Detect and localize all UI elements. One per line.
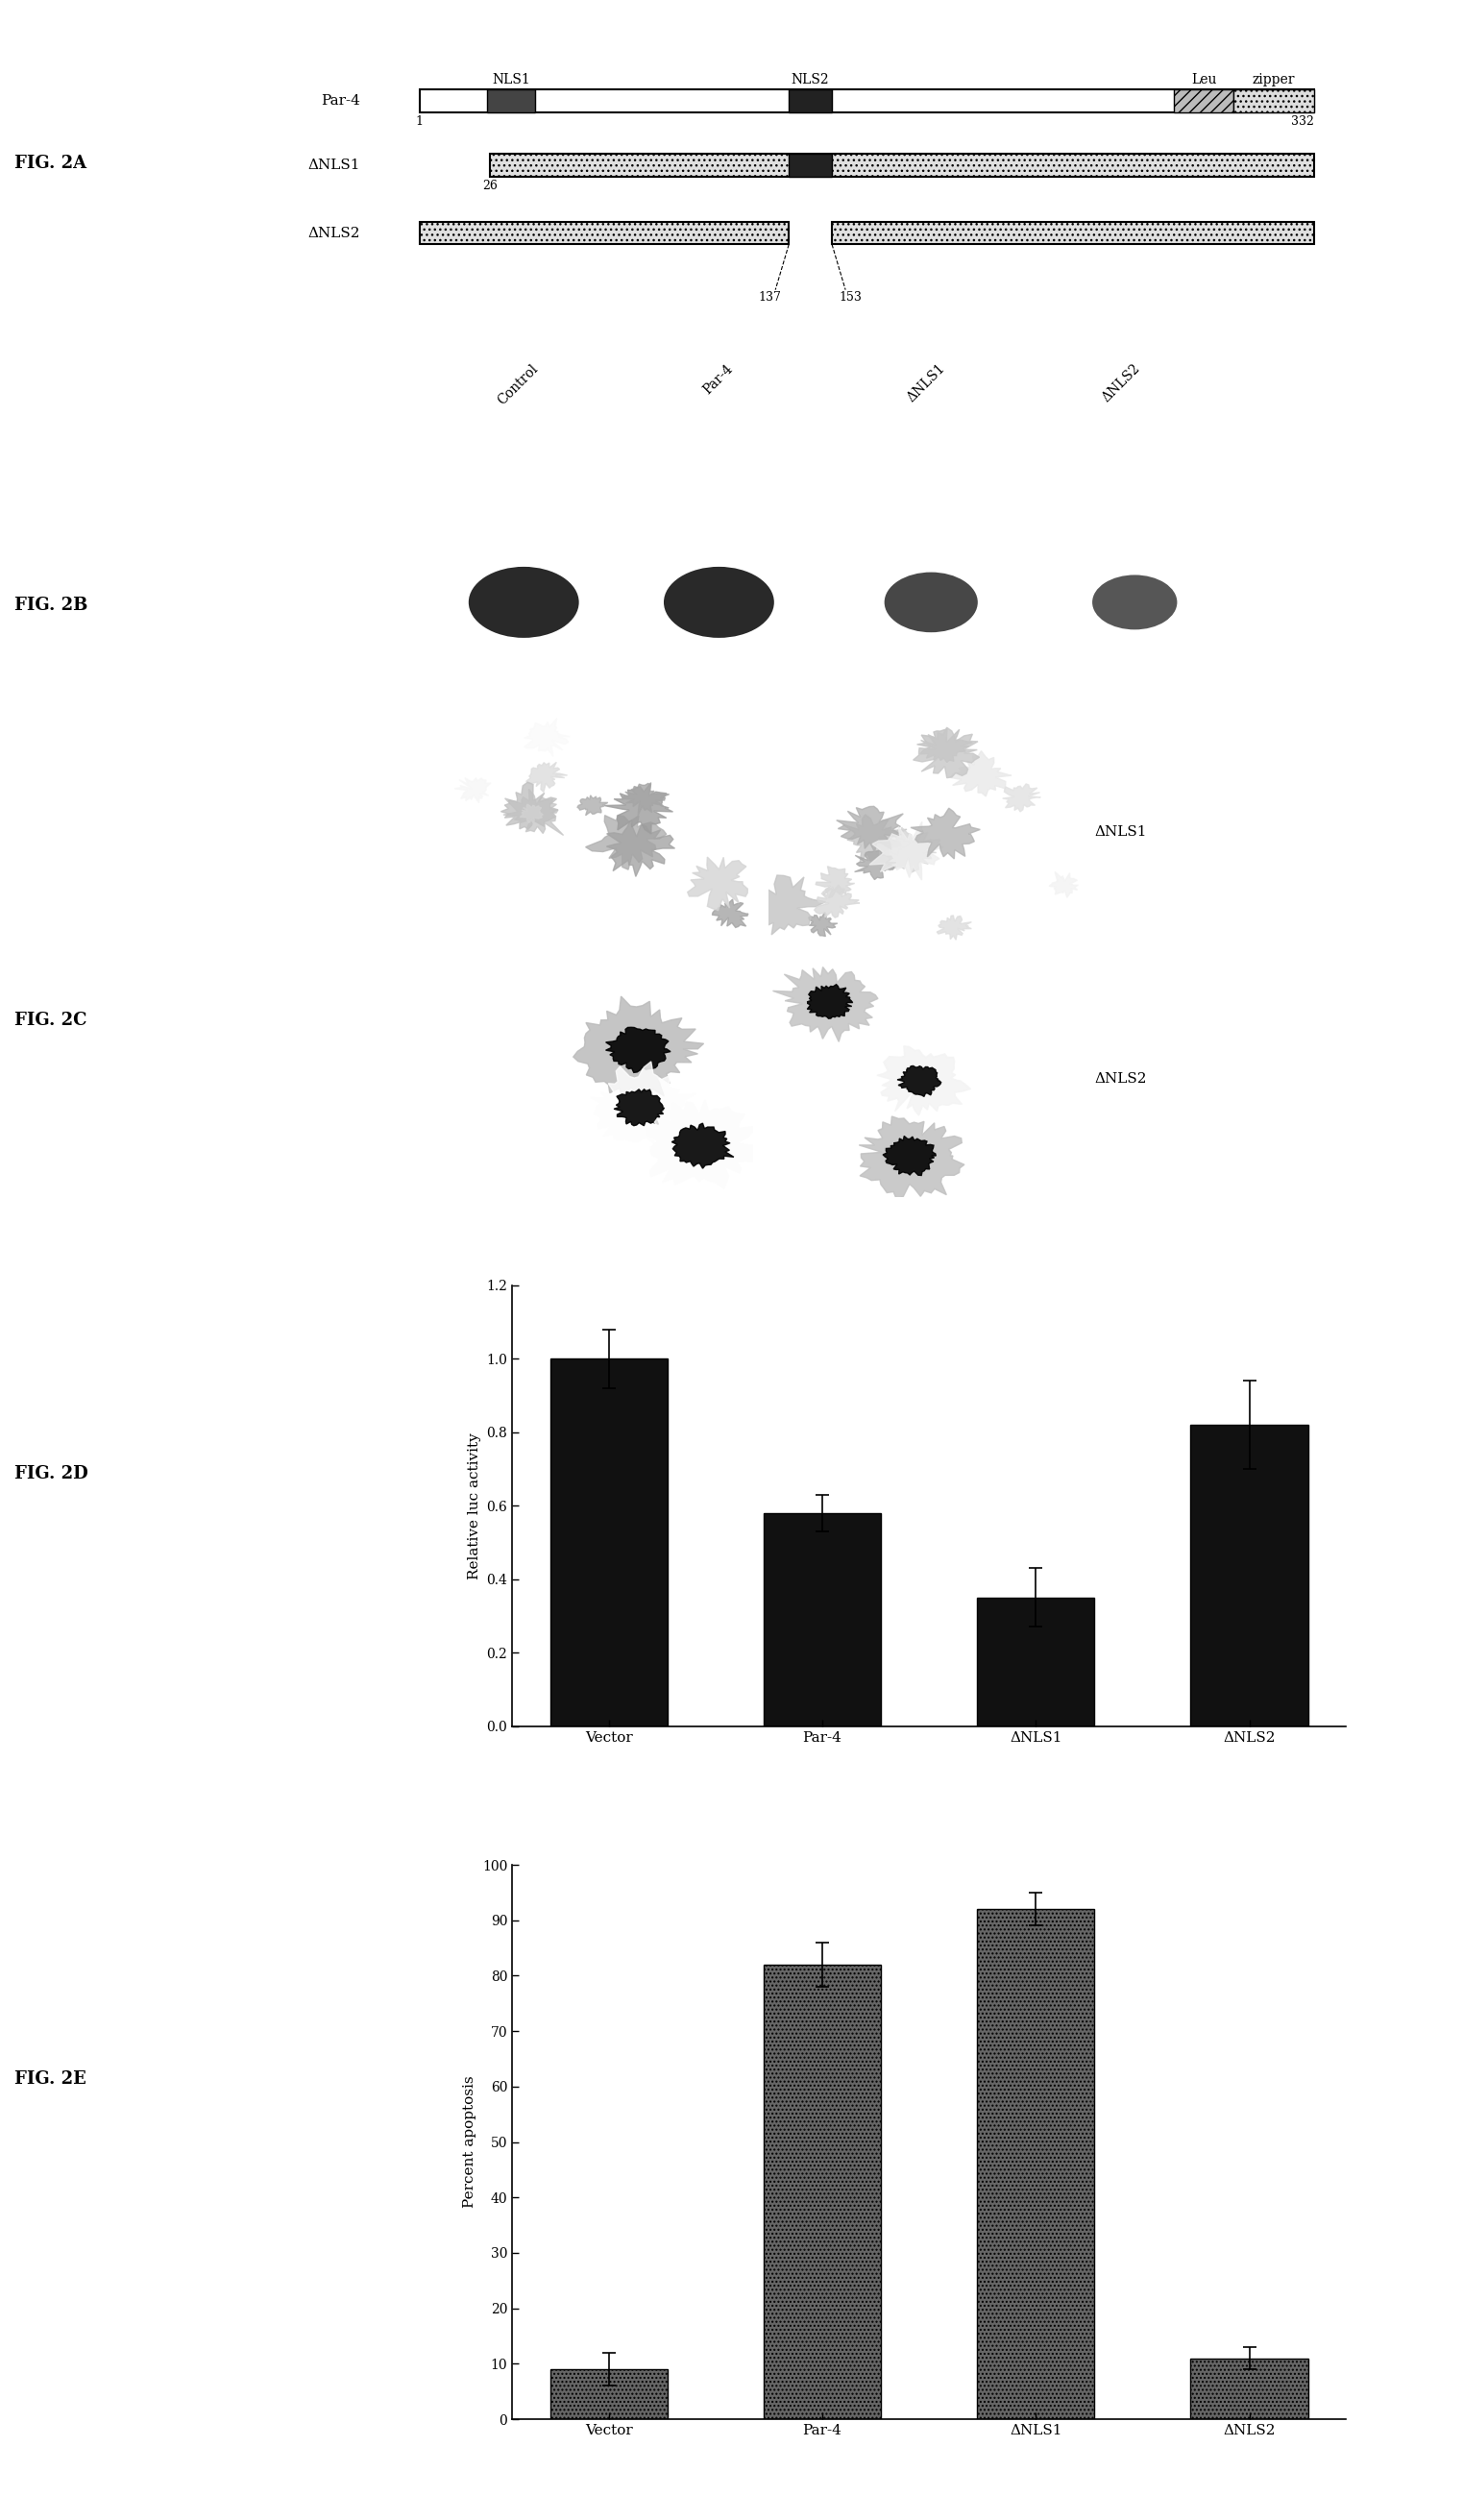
Polygon shape: [884, 827, 936, 872]
Polygon shape: [843, 814, 907, 862]
Polygon shape: [688, 857, 748, 910]
Polygon shape: [672, 1124, 734, 1169]
Text: ΔNLS1: ΔNLS1: [309, 159, 360, 171]
Polygon shape: [808, 985, 853, 1018]
Bar: [487, 91, 535, 113]
Text: FIG. 2E: FIG. 2E: [15, 2071, 86, 2087]
Text: ΔNLS1: ΔNLS1: [1094, 824, 1147, 839]
Ellipse shape: [664, 567, 774, 638]
Polygon shape: [503, 789, 563, 834]
Text: zipper: zipper: [1252, 73, 1295, 86]
Polygon shape: [917, 728, 973, 764]
Y-axis label: Percent apoptosis: Percent apoptosis: [464, 2076, 477, 2208]
Text: Par-4: Par-4: [701, 360, 736, 396]
Polygon shape: [951, 751, 1011, 796]
Bar: [832, 222, 1314, 244]
Text: 1: 1: [415, 116, 423, 129]
Polygon shape: [815, 885, 860, 917]
Polygon shape: [578, 796, 607, 816]
Polygon shape: [815, 867, 854, 897]
Ellipse shape: [468, 567, 579, 638]
Text: Leu: Leu: [1191, 73, 1217, 86]
Polygon shape: [875, 827, 910, 857]
Text: 137: 137: [758, 292, 781, 305]
Polygon shape: [591, 1061, 696, 1144]
Polygon shape: [876, 1046, 970, 1116]
Text: NLS2: NLS2: [791, 73, 830, 86]
Polygon shape: [455, 779, 492, 804]
Text: ΔNLS1: ΔNLS1: [904, 360, 948, 406]
Polygon shape: [859, 1116, 964, 1200]
Polygon shape: [1002, 784, 1040, 811]
Bar: [420, 222, 789, 244]
Bar: [490, 154, 1314, 176]
Bar: [1191, 2359, 1308, 2419]
Polygon shape: [882, 1137, 936, 1174]
Polygon shape: [585, 816, 666, 869]
Polygon shape: [897, 1066, 941, 1096]
Bar: [764, 1512, 881, 1726]
Polygon shape: [772, 968, 878, 1041]
Polygon shape: [869, 822, 942, 879]
Text: 26: 26: [483, 179, 497, 192]
Polygon shape: [854, 852, 895, 879]
Polygon shape: [1049, 872, 1078, 897]
Text: ΔNLS2: ΔNLS2: [1100, 360, 1143, 406]
Text: 153: 153: [840, 292, 862, 305]
Text: Control: Control: [494, 360, 541, 408]
Polygon shape: [809, 912, 837, 937]
Bar: [420, 91, 1314, 113]
Polygon shape: [913, 728, 979, 779]
Bar: [977, 1910, 1094, 2419]
Text: NLS1: NLS1: [492, 73, 531, 86]
Bar: [1233, 91, 1314, 113]
Text: FIG. 2C: FIG. 2C: [15, 1013, 88, 1028]
Bar: [977, 1598, 1094, 1726]
Bar: [550, 2369, 667, 2419]
Polygon shape: [573, 995, 704, 1096]
Ellipse shape: [884, 572, 977, 633]
Polygon shape: [527, 761, 568, 791]
Polygon shape: [746, 874, 825, 935]
Polygon shape: [910, 809, 980, 859]
Polygon shape: [936, 915, 971, 940]
Polygon shape: [604, 784, 673, 834]
Text: 332: 332: [1292, 116, 1314, 129]
Bar: [1175, 91, 1233, 113]
Y-axis label: Relative luc activity: Relative luc activity: [468, 1431, 481, 1580]
Text: FIG. 2B: FIG. 2B: [15, 597, 88, 612]
Polygon shape: [712, 900, 748, 927]
Polygon shape: [519, 804, 543, 824]
Ellipse shape: [1093, 575, 1178, 630]
Text: ΔNLS2: ΔNLS2: [309, 227, 360, 239]
Polygon shape: [607, 822, 674, 877]
Bar: [764, 1966, 881, 2419]
Bar: [1191, 1424, 1308, 1726]
Bar: [550, 1358, 667, 1726]
Bar: [789, 154, 832, 176]
Polygon shape: [614, 1089, 664, 1126]
Bar: [789, 91, 832, 113]
Polygon shape: [837, 806, 903, 852]
Text: FIG. 2A: FIG. 2A: [15, 156, 86, 171]
Polygon shape: [622, 784, 669, 816]
Polygon shape: [524, 718, 571, 756]
Text: Par-4: Par-4: [320, 93, 360, 108]
Polygon shape: [500, 781, 559, 829]
Polygon shape: [647, 1099, 767, 1189]
Text: ΔNLS2: ΔNLS2: [1094, 1071, 1147, 1086]
Text: FIG. 2D: FIG. 2D: [15, 1467, 88, 1482]
Polygon shape: [606, 1028, 670, 1074]
